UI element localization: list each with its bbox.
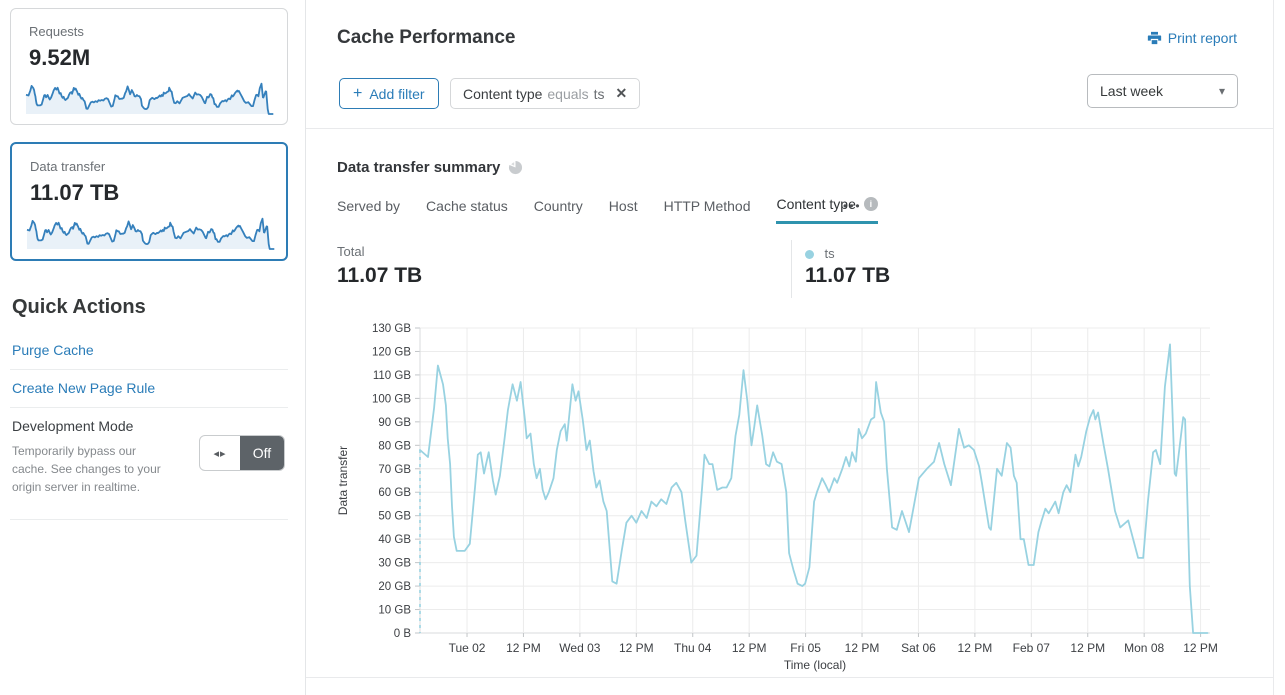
pie-chart-icon — [509, 160, 523, 175]
plus-icon: + — [353, 84, 363, 102]
content-right-border — [1273, 0, 1274, 695]
filter-chip-value: ts — [593, 85, 605, 102]
time-range-select[interactable]: Last week ▾ — [1087, 74, 1238, 108]
data-transfer-card-value: 11.07 TB — [30, 180, 120, 205]
svg-text:Data transfer: Data transfer — [336, 446, 350, 515]
add-filter-label: Add filter — [369, 85, 425, 102]
svg-text:100 GB: 100 GB — [372, 393, 411, 405]
summary-title-text: Data transfer summary — [337, 159, 501, 176]
legend-series-name: ts — [824, 246, 835, 261]
printer-icon — [1147, 31, 1161, 45]
tab-host[interactable]: Host — [608, 197, 638, 214]
svg-text:Time (local): Time (local) — [784, 658, 846, 672]
svg-text:120 GB: 120 GB — [372, 346, 411, 358]
total-value: 11.07 TB — [337, 264, 423, 287]
time-range-value: Last week — [1100, 83, 1164, 99]
requests-sparkline-chart — [25, 82, 274, 115]
purge-cache-link[interactable]: Purge Cache — [12, 342, 94, 358]
filter-chip-operator: equals — [547, 85, 589, 102]
svg-text:80 GB: 80 GB — [378, 440, 411, 452]
svg-text:70 GB: 70 GB — [378, 464, 411, 476]
legend-dot-icon — [805, 250, 814, 259]
total-label: Total — [337, 244, 365, 259]
svg-text:12 PM: 12 PM — [619, 641, 654, 655]
sidebar-divider — [10, 407, 288, 408]
dev-mode-toggle-state: Off — [240, 436, 284, 470]
quick-actions-title: Quick Actions — [12, 296, 146, 318]
svg-text:130 GB: 130 GB — [372, 323, 411, 335]
page-title: Cache Performance — [337, 27, 516, 48]
filter-chip-field: Content type — [463, 85, 543, 102]
filter-chip-close-icon[interactable]: ✕ — [615, 85, 628, 101]
data-transfer-card-label: Data transfer — [30, 159, 106, 174]
svg-text:40 GB: 40 GB — [378, 534, 411, 546]
svg-text:50 GB: 50 GB — [378, 511, 411, 523]
svg-text:Wed 03: Wed 03 — [559, 641, 600, 655]
section-bottom-divider — [306, 677, 1273, 678]
print-report-link[interactable]: Print report — [1147, 30, 1237, 46]
tab-cache-status[interactable]: Cache status — [426, 197, 508, 214]
svg-text:90 GB: 90 GB — [378, 417, 411, 429]
header-divider — [306, 128, 1273, 129]
svg-text:0 B: 0 B — [394, 628, 412, 640]
svg-text:Feb 07: Feb 07 — [1013, 641, 1051, 655]
svg-text:20 GB: 20 GB — [378, 581, 411, 593]
data-transfer-metric-card[interactable]: Data transfer 11.07 TB — [10, 142, 288, 261]
filter-chip[interactable]: Content type equals ts ✕ — [450, 78, 641, 109]
svg-text:12 PM: 12 PM — [958, 641, 993, 655]
svg-text:10 GB: 10 GB — [378, 605, 411, 617]
svg-text:12 PM: 12 PM — [1183, 641, 1218, 655]
sidebar-divider — [10, 519, 288, 520]
sidebar-divider — [10, 369, 288, 370]
data-transfer-sparkline-chart — [26, 217, 275, 250]
chevron-down-icon: ▾ — [1218, 84, 1225, 98]
svg-text:Thu 04: Thu 04 — [674, 641, 712, 655]
tab-served-by[interactable]: Served by — [337, 197, 401, 214]
requests-card-label: Requests — [29, 24, 84, 39]
dev-mode-toggle[interactable]: ◂▸ Off — [199, 435, 285, 471]
summary-section-title: Data transfer summary — [337, 159, 523, 176]
left-right-arrows-icon: ◂▸ — [213, 447, 227, 460]
svg-text:12 PM: 12 PM — [1070, 641, 1105, 655]
svg-text:Fri 05: Fri 05 — [790, 641, 821, 655]
data-transfer-line-chart: 0 B 10 GB 20 GB 30 GB 40 GB 50 GB 60 GB 70 GB 80… — [336, 323, 1218, 672]
svg-text:12 PM: 12 PM — [732, 641, 767, 655]
svg-text:110 GB: 110 GB — [373, 370, 411, 382]
tab-content-type[interactable]: Content type i — [776, 196, 878, 224]
svg-text:Sat 06: Sat 06 — [901, 641, 936, 655]
create-page-rule-link[interactable]: Create New Page Rule — [12, 380, 156, 396]
legend-series-value: 11.07 TB — [805, 264, 891, 287]
svg-text:60 GB: 60 GB — [378, 487, 411, 499]
print-report-label: Print report — [1167, 30, 1237, 46]
dimension-tabs: Served by Cache status Country Host HTTP… — [337, 196, 878, 224]
more-options-icon[interactable]: ••• — [843, 199, 862, 213]
series-legend: ts — [805, 246, 835, 264]
tab-http-method[interactable]: HTTP Method — [663, 197, 751, 214]
development-mode-description: Temporarily bypass our cache. See change… — [12, 444, 161, 494]
sidebar: Requests 9.52M Data transfer 11.07 TB Qu… — [0, 0, 306, 695]
add-filter-button[interactable]: + Add filter — [339, 78, 439, 109]
info-icon[interactable]: i — [863, 197, 878, 211]
requests-card-value: 9.52M — [29, 45, 91, 70]
requests-metric-card[interactable]: Requests 9.52M — [10, 8, 288, 125]
tab-country[interactable]: Country — [533, 197, 583, 214]
svg-text:Mon 08: Mon 08 — [1124, 641, 1164, 655]
svg-text:12 PM: 12 PM — [845, 641, 880, 655]
svg-text:Tue 02: Tue 02 — [449, 641, 486, 655]
svg-text:12 PM: 12 PM — [506, 641, 541, 655]
development-mode-title: Development Mode — [12, 418, 134, 434]
stat-divider — [791, 240, 792, 298]
svg-text:30 GB: 30 GB — [378, 558, 411, 570]
